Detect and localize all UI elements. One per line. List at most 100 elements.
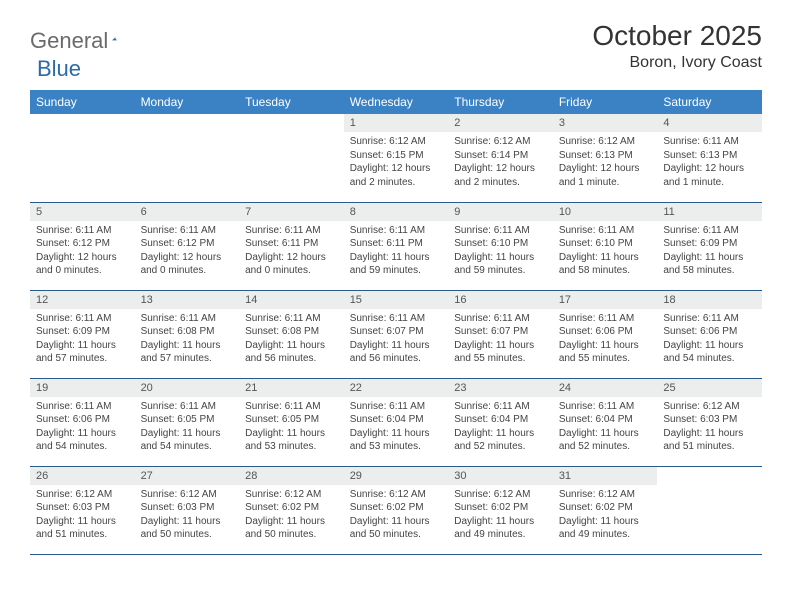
day-data: Sunrise: 6:11 AMSunset: 6:09 PMDaylight:… bbox=[657, 221, 762, 281]
calendar-day-cell: 3Sunrise: 6:12 AMSunset: 6:13 PMDaylight… bbox=[553, 114, 658, 202]
day-data: Sunrise: 6:11 AMSunset: 6:08 PMDaylight:… bbox=[135, 309, 240, 369]
day-number: 31 bbox=[553, 467, 658, 485]
calendar-day-cell: 10Sunrise: 6:11 AMSunset: 6:10 PMDayligh… bbox=[553, 202, 658, 290]
calendar-day-cell: 5Sunrise: 6:11 AMSunset: 6:12 PMDaylight… bbox=[30, 202, 135, 290]
day-number: 23 bbox=[448, 379, 553, 397]
calendar-day-cell bbox=[657, 466, 762, 554]
day-data: Sunrise: 6:12 AMSunset: 6:14 PMDaylight:… bbox=[448, 132, 553, 192]
day-number bbox=[135, 114, 240, 132]
logo-text-general: General bbox=[30, 28, 108, 54]
day-data: Sunrise: 6:11 AMSunset: 6:04 PMDaylight:… bbox=[344, 397, 449, 457]
day-number bbox=[30, 114, 135, 132]
month-title: October 2025 bbox=[592, 20, 762, 52]
calendar-day-cell: 28Sunrise: 6:12 AMSunset: 6:02 PMDayligh… bbox=[239, 466, 344, 554]
day-data: Sunrise: 6:11 AMSunset: 6:10 PMDaylight:… bbox=[553, 221, 658, 281]
day-number: 14 bbox=[239, 291, 344, 309]
day-number: 29 bbox=[344, 467, 449, 485]
calendar-day-cell: 8Sunrise: 6:11 AMSunset: 6:11 PMDaylight… bbox=[344, 202, 449, 290]
day-data: Sunrise: 6:12 AMSunset: 6:03 PMDaylight:… bbox=[135, 485, 240, 545]
day-number: 20 bbox=[135, 379, 240, 397]
day-data: Sunrise: 6:11 AMSunset: 6:08 PMDaylight:… bbox=[239, 309, 344, 369]
weekday-header: Wednesday bbox=[344, 90, 449, 114]
calendar-day-cell: 18Sunrise: 6:11 AMSunset: 6:06 PMDayligh… bbox=[657, 290, 762, 378]
day-number: 16 bbox=[448, 291, 553, 309]
calendar-day-cell: 2Sunrise: 6:12 AMSunset: 6:14 PMDaylight… bbox=[448, 114, 553, 202]
calendar-week-row: 5Sunrise: 6:11 AMSunset: 6:12 PMDaylight… bbox=[30, 202, 762, 290]
calendar-day-cell: 15Sunrise: 6:11 AMSunset: 6:07 PMDayligh… bbox=[344, 290, 449, 378]
calendar-day-cell: 21Sunrise: 6:11 AMSunset: 6:05 PMDayligh… bbox=[239, 378, 344, 466]
calendar-day-cell: 29Sunrise: 6:12 AMSunset: 6:02 PMDayligh… bbox=[344, 466, 449, 554]
calendar-day-cell: 24Sunrise: 6:11 AMSunset: 6:04 PMDayligh… bbox=[553, 378, 658, 466]
day-number: 12 bbox=[30, 291, 135, 309]
calendar-day-cell: 1Sunrise: 6:12 AMSunset: 6:15 PMDaylight… bbox=[344, 114, 449, 202]
day-number: 27 bbox=[135, 467, 240, 485]
calendar-week-row: 26Sunrise: 6:12 AMSunset: 6:03 PMDayligh… bbox=[30, 466, 762, 554]
day-data: Sunrise: 6:12 AMSunset: 6:02 PMDaylight:… bbox=[239, 485, 344, 545]
calendar-body: 1Sunrise: 6:12 AMSunset: 6:15 PMDaylight… bbox=[30, 114, 762, 554]
logo-text-blue: Blue bbox=[37, 56, 81, 82]
day-number: 21 bbox=[239, 379, 344, 397]
day-number: 6 bbox=[135, 203, 240, 221]
calendar-week-row: 19Sunrise: 6:11 AMSunset: 6:06 PMDayligh… bbox=[30, 378, 762, 466]
day-data: Sunrise: 6:12 AMSunset: 6:03 PMDaylight:… bbox=[30, 485, 135, 545]
day-data: Sunrise: 6:12 AMSunset: 6:02 PMDaylight:… bbox=[344, 485, 449, 545]
day-data: Sunrise: 6:11 AMSunset: 6:06 PMDaylight:… bbox=[657, 309, 762, 369]
weekday-header: Monday bbox=[135, 90, 240, 114]
day-data: Sunrise: 6:11 AMSunset: 6:10 PMDaylight:… bbox=[448, 221, 553, 281]
calendar-day-cell: 7Sunrise: 6:11 AMSunset: 6:11 PMDaylight… bbox=[239, 202, 344, 290]
day-number bbox=[239, 114, 344, 132]
day-data: Sunrise: 6:11 AMSunset: 6:07 PMDaylight:… bbox=[344, 309, 449, 369]
calendar-day-cell: 19Sunrise: 6:11 AMSunset: 6:06 PMDayligh… bbox=[30, 378, 135, 466]
day-data: Sunrise: 6:11 AMSunset: 6:11 PMDaylight:… bbox=[239, 221, 344, 281]
day-number: 11 bbox=[657, 203, 762, 221]
calendar-day-cell bbox=[239, 114, 344, 202]
calendar-day-cell: 20Sunrise: 6:11 AMSunset: 6:05 PMDayligh… bbox=[135, 378, 240, 466]
calendar-day-cell: 26Sunrise: 6:12 AMSunset: 6:03 PMDayligh… bbox=[30, 466, 135, 554]
day-data: Sunrise: 6:11 AMSunset: 6:11 PMDaylight:… bbox=[344, 221, 449, 281]
day-number: 2 bbox=[448, 114, 553, 132]
weekday-header-row: SundayMondayTuesdayWednesdayThursdayFrid… bbox=[30, 90, 762, 114]
day-number: 7 bbox=[239, 203, 344, 221]
calendar-day-cell: 16Sunrise: 6:11 AMSunset: 6:07 PMDayligh… bbox=[448, 290, 553, 378]
day-data: Sunrise: 6:11 AMSunset: 6:07 PMDaylight:… bbox=[448, 309, 553, 369]
day-data: Sunrise: 6:12 AMSunset: 6:02 PMDaylight:… bbox=[553, 485, 658, 545]
day-data: Sunrise: 6:12 AMSunset: 6:13 PMDaylight:… bbox=[553, 132, 658, 192]
weekday-header: Tuesday bbox=[239, 90, 344, 114]
calendar-day-cell: 27Sunrise: 6:12 AMSunset: 6:03 PMDayligh… bbox=[135, 466, 240, 554]
day-number: 17 bbox=[553, 291, 658, 309]
day-number: 10 bbox=[553, 203, 658, 221]
day-data: Sunrise: 6:12 AMSunset: 6:03 PMDaylight:… bbox=[657, 397, 762, 457]
day-number: 28 bbox=[239, 467, 344, 485]
day-data: Sunrise: 6:12 AMSunset: 6:15 PMDaylight:… bbox=[344, 132, 449, 192]
calendar-day-cell bbox=[30, 114, 135, 202]
calendar-day-cell: 30Sunrise: 6:12 AMSunset: 6:02 PMDayligh… bbox=[448, 466, 553, 554]
day-number: 13 bbox=[135, 291, 240, 309]
day-number bbox=[657, 467, 762, 485]
calendar-day-cell: 22Sunrise: 6:11 AMSunset: 6:04 PMDayligh… bbox=[344, 378, 449, 466]
day-number: 8 bbox=[344, 203, 449, 221]
header: General October 2025 Boron, Ivory Coast bbox=[30, 20, 762, 72]
day-number: 3 bbox=[553, 114, 658, 132]
calendar-day-cell: 23Sunrise: 6:11 AMSunset: 6:04 PMDayligh… bbox=[448, 378, 553, 466]
day-number: 18 bbox=[657, 291, 762, 309]
day-number: 26 bbox=[30, 467, 135, 485]
day-number: 1 bbox=[344, 114, 449, 132]
weekday-header: Friday bbox=[553, 90, 658, 114]
calendar-day-cell bbox=[135, 114, 240, 202]
calendar-week-row: 12Sunrise: 6:11 AMSunset: 6:09 PMDayligh… bbox=[30, 290, 762, 378]
day-data: Sunrise: 6:11 AMSunset: 6:06 PMDaylight:… bbox=[30, 397, 135, 457]
day-data: Sunrise: 6:11 AMSunset: 6:13 PMDaylight:… bbox=[657, 132, 762, 192]
day-data: Sunrise: 6:11 AMSunset: 6:05 PMDaylight:… bbox=[135, 397, 240, 457]
calendar-day-cell: 6Sunrise: 6:11 AMSunset: 6:12 PMDaylight… bbox=[135, 202, 240, 290]
day-number: 19 bbox=[30, 379, 135, 397]
day-data: Sunrise: 6:12 AMSunset: 6:02 PMDaylight:… bbox=[448, 485, 553, 545]
day-number: 9 bbox=[448, 203, 553, 221]
day-number: 30 bbox=[448, 467, 553, 485]
calendar-day-cell: 17Sunrise: 6:11 AMSunset: 6:06 PMDayligh… bbox=[553, 290, 658, 378]
day-number: 4 bbox=[657, 114, 762, 132]
calendar-day-cell: 4Sunrise: 6:11 AMSunset: 6:13 PMDaylight… bbox=[657, 114, 762, 202]
calendar-day-cell: 14Sunrise: 6:11 AMSunset: 6:08 PMDayligh… bbox=[239, 290, 344, 378]
calendar-day-cell: 11Sunrise: 6:11 AMSunset: 6:09 PMDayligh… bbox=[657, 202, 762, 290]
day-number: 25 bbox=[657, 379, 762, 397]
logo-triangle-icon bbox=[112, 30, 117, 48]
